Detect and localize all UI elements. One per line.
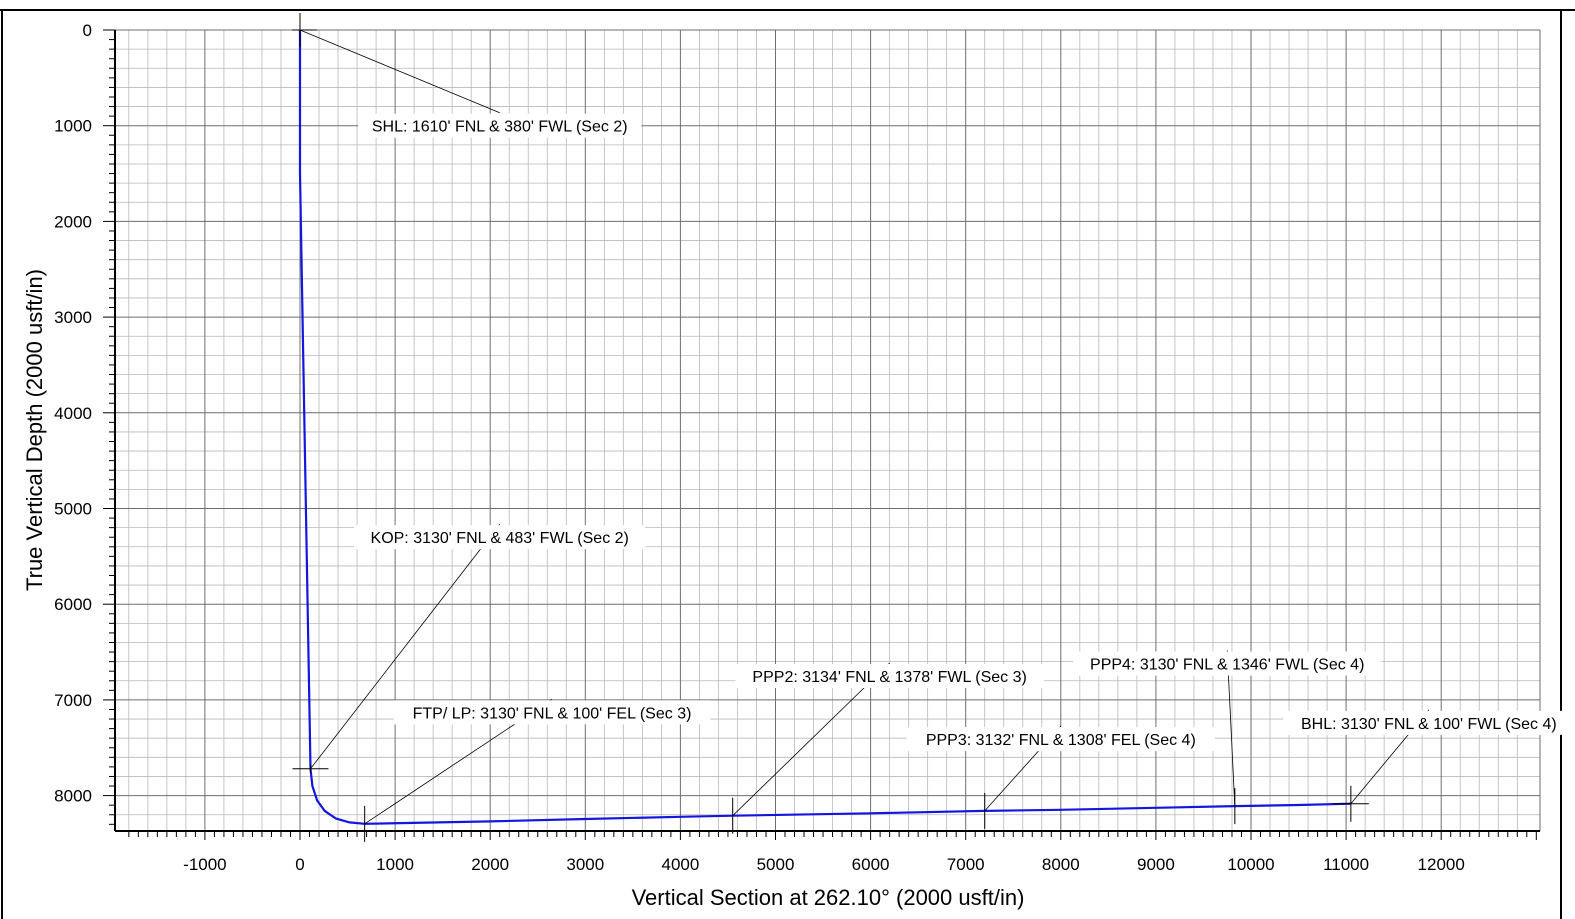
- x-axis-ticks: -1000 0 1000 2000 3000 4000 5000 6000 7000 8000 90…: [128, 831, 1537, 874]
- x-tick-label: 3000: [566, 855, 604, 874]
- annotation-1: SHL: 1610' FNL & 380' FWL (Sec 2): [292, 13, 642, 138]
- series-layer: [298, 30, 1351, 825]
- x-tick-label: 9000: [1137, 855, 1175, 874]
- annotation-label-bg: [1283, 710, 1575, 735]
- annotation-label: SHL: 1610' FNL & 380' FWL (Sec 2): [372, 119, 628, 136]
- annotations-layer: SHL: 1610' FNL & 380' FWL (Sec 2) KOP: 31…: [292, 13, 1575, 842]
- annotation-leader: [1226, 650, 1236, 807]
- x-tick-label: 11000: [1323, 855, 1369, 874]
- y-axis-title: True Vertical Depth (2000 usft/in): [22, 269, 47, 591]
- y-tick-label: 3000: [54, 308, 92, 327]
- annotation-2: KOP: 3130' FNL & 483' FWL (Sec 2): [292, 523, 646, 773]
- x-tick-label: 10000: [1227, 855, 1274, 874]
- annotation-label-bg: [1073, 651, 1382, 676]
- x-axis-title: Vertical Section at 262.10° (2000 usft/i…: [632, 885, 1025, 910]
- x-tick-label: 8000: [1042, 855, 1080, 874]
- y-tick-label: 6000: [54, 595, 92, 614]
- annotation-5: PPP3: 3132' FNL & 1308' FEL (Sec 4): [906, 725, 1215, 829]
- y-tick-label: 0: [83, 21, 92, 40]
- annotation-label: KOP: 3130' FNL & 483' FWL (Sec 2): [371, 530, 629, 547]
- x-tick-label: 2000: [471, 855, 509, 874]
- annotation-label: BHL: 3130' FNL & 100' FWL (Sec 4): [1301, 716, 1557, 733]
- annotation-label-bg: [906, 727, 1215, 752]
- annotation-4: PPP2: 3134' FNL & 1378' FWL (Sec 3): [732, 662, 1044, 834]
- x-tick-label: 7000: [947, 855, 985, 874]
- annotation-label-bg: [358, 113, 642, 138]
- annotation-label: FTP/ LP: 3130' FNL & 100' FEL (Sec 3): [413, 705, 692, 722]
- annotation-6: PPP4: 3130' FNL & 1346' FWL (Sec 4): [1073, 650, 1382, 825]
- annotation-label: PPP3: 3132' FNL & 1308' FEL (Sec 4): [926, 732, 1196, 749]
- x-tick-label: 4000: [661, 855, 699, 874]
- wellbore-path-line: [298, 30, 1351, 825]
- annotation-3: FTP/ LP: 3130' FNL & 100' FEL (Sec 3): [364, 699, 711, 842]
- x-tick-label: 0: [295, 855, 304, 874]
- y-tick-label: 5000: [54, 500, 92, 519]
- annotation-7: BHL: 3130' FNL & 100' FWL (Sec 4): [1283, 709, 1575, 822]
- minor-grid: [115, 30, 1540, 831]
- y-tick-label: 1000: [54, 117, 92, 136]
- annotation-leader: [732, 662, 890, 816]
- y-tick-label: 7000: [54, 691, 92, 710]
- annotation-leader: [310, 523, 501, 770]
- annotation-leader: [299, 29, 500, 114]
- y-axis-ticks: 0 1000 2000 3000 4000 5000 6000 7000 8000: [54, 21, 115, 825]
- annotation-label: PPP2: 3134' FNL & 1378' FWL (Sec 3): [752, 669, 1026, 686]
- y-tick-label: 4000: [54, 404, 92, 423]
- x-tick-label: 12000: [1418, 855, 1465, 874]
- x-tick-label: 5000: [757, 855, 795, 874]
- annotation-label-bg: [393, 700, 711, 725]
- annotation-label-bg: [735, 663, 1044, 688]
- x-tick-label: 6000: [852, 855, 890, 874]
- x-tick-label: -1000: [183, 855, 226, 874]
- annotation-label-bg: [353, 525, 646, 550]
- annotation-label: PPP4: 3130' FNL & 1346' FWL (Sec 4): [1090, 657, 1364, 674]
- y-tick-label: 2000: [54, 212, 92, 231]
- major-grid: [115, 29, 1541, 831]
- y-tick-label: 8000: [54, 787, 92, 806]
- x-tick-label: 1000: [376, 855, 414, 874]
